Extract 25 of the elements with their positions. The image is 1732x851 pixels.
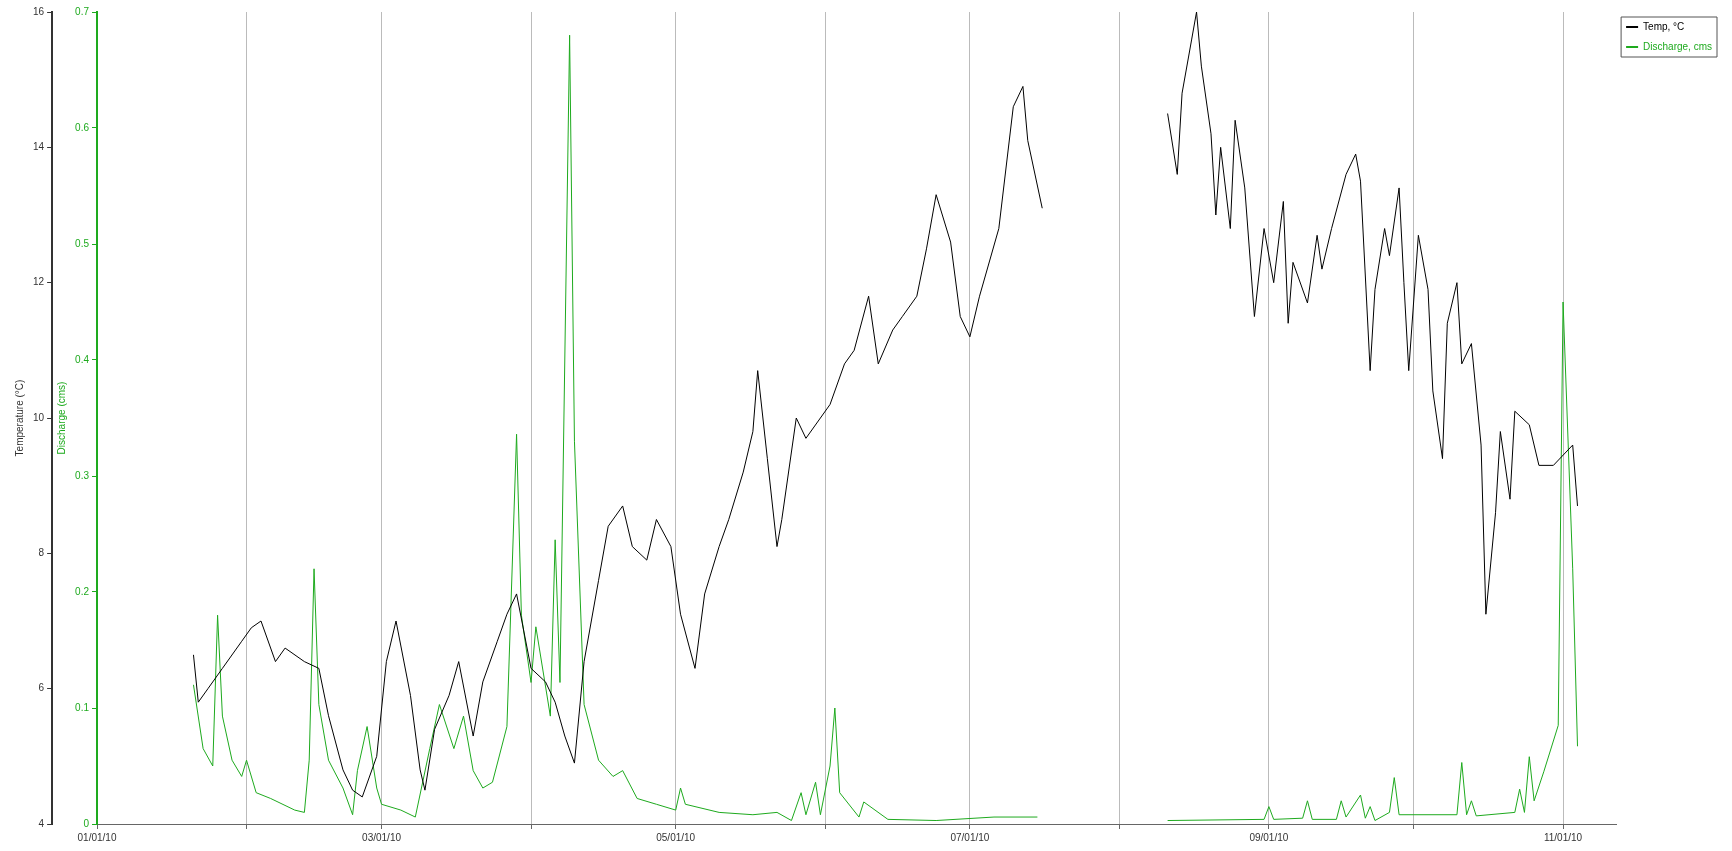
legend-label: Temp, °C — [1643, 20, 1685, 32]
y2-tick-label: 0.1 — [75, 701, 90, 713]
y-axis-title: Temperature (°C) — [13, 379, 25, 457]
x-tick-label: 07/01/10 — [950, 831, 990, 843]
y2-tick-label: 0.6 — [75, 121, 90, 133]
y-tick-label: 6 — [38, 682, 45, 694]
x-tick-label: 11/01/10 — [1543, 831, 1583, 843]
y-tick-label: 16 — [33, 5, 45, 17]
y2-tick-label: 0.2 — [75, 585, 90, 597]
y2-tick-label: 0.3 — [75, 469, 90, 481]
x-tick-label: 01/01/10 — [77, 831, 117, 843]
y2-tick-label: 0.4 — [75, 353, 90, 365]
y-tick-label: 10 — [33, 411, 45, 423]
y2-axis-title: Discharge (cms) — [55, 381, 67, 455]
y-tick-label: 4 — [38, 817, 45, 829]
x-tick-label: 09/01/10 — [1249, 831, 1289, 843]
y2-tick-label: 0 — [83, 817, 90, 829]
y-tick-label: 8 — [38, 547, 45, 559]
x-tick-label: 03/01/10 — [362, 831, 402, 843]
y-tick-label: 12 — [33, 276, 45, 288]
y2-tick-label: 0.7 — [75, 5, 90, 17]
y2-tick-label: 0.5 — [75, 237, 90, 249]
y-tick-label: 14 — [33, 141, 45, 153]
x-tick-label: 05/01/10 — [656, 831, 696, 843]
legend-label: Discharge, cms — [1643, 40, 1712, 52]
